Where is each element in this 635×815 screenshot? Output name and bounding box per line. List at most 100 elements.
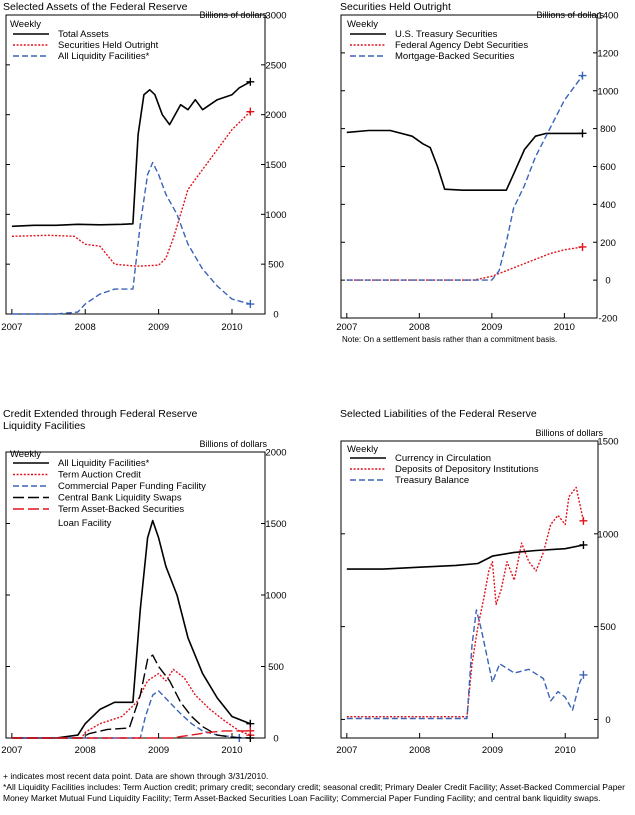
series-line: [11, 111, 251, 267]
y-tick-label: 0: [605, 276, 610, 287]
latest-point-marker: [578, 242, 587, 251]
series-line: [11, 161, 251, 315]
y-tick-label: 0: [273, 310, 278, 321]
y-tick-label: 1000: [597, 86, 618, 97]
y-tick-label: 200: [600, 238, 616, 249]
footnote-liquidity-facilities: *All Liquidity Facilities includes: Term…: [3, 782, 625, 803]
y-tick-label: 1500: [597, 437, 618, 448]
legend-label: Treasury Balance: [395, 475, 469, 486]
legend-label: Term Asset-Backed Securities: [58, 504, 184, 515]
latest-point-marker: [579, 540, 588, 549]
series-line: [346, 75, 584, 281]
footnote-latest-point: + indicates most recent data point. Data…: [3, 771, 269, 781]
latest-point-marker: [246, 77, 255, 86]
y-tick-label: 500: [600, 622, 616, 633]
series-line: [11, 668, 251, 739]
legend-label: Loan Facility: [58, 518, 112, 529]
chart-note: Note: On a settlement basis rather than …: [342, 335, 557, 344]
plot-frame: [340, 440, 599, 739]
legend-label: Term Auction Credit: [58, 470, 141, 481]
series-line: [11, 81, 251, 228]
legend-label: Deposits of Depository Institutions: [395, 464, 539, 475]
y-tick-label: 2000: [265, 448, 286, 459]
x-tick-label: 2008: [75, 745, 96, 756]
y-tick-label: -200: [598, 314, 617, 325]
latest-point-marker: [246, 300, 255, 309]
units-label: Billions of dollars: [199, 439, 267, 449]
series-line: [346, 246, 583, 281]
chart-title-line: Liquidity Facilities: [3, 420, 85, 432]
series-line: [346, 486, 585, 718]
x-tick-label: 2009: [481, 322, 502, 333]
legend-label: Federal Agency Debt Securities: [395, 40, 528, 51]
legend-label: All Liquidity Facilities*: [58, 51, 150, 62]
frequency-label: Weekly: [10, 449, 41, 460]
latest-point-marker: [246, 726, 255, 735]
frequency-label: Weekly: [10, 19, 41, 30]
y-tick-label: 2500: [265, 60, 286, 71]
legend-label: Currency in Circulation: [395, 453, 491, 464]
x-tick-label: 2010: [554, 322, 575, 333]
latest-point-marker: [578, 71, 587, 80]
legend-label: Securities Held Outright: [58, 40, 159, 51]
x-tick-label: 2010: [221, 322, 242, 333]
y-tick-label: 500: [268, 662, 284, 673]
chart-title: Securities Held Outright: [340, 1, 451, 13]
x-tick-label: 2007: [1, 322, 22, 333]
y-tick-label: 1000: [597, 529, 618, 540]
chart-title: Selected Assets of the Federal Reserve: [3, 1, 188, 13]
y-tick-label: 1500: [265, 160, 286, 171]
y-tick-label: 0: [605, 715, 610, 726]
latest-point-marker: [246, 734, 255, 742]
frequency-label: Weekly: [347, 19, 378, 30]
series-line: [11, 519, 251, 739]
chart-panel-1: Selected Assets of the Federal ReserveBi…: [1, 1, 286, 333]
latest-point-marker: [579, 670, 588, 679]
y-tick-label: 1500: [265, 519, 286, 530]
y-tick-label: 0: [273, 734, 278, 745]
x-tick-label: 2009: [482, 745, 503, 756]
series-line: [346, 129, 583, 191]
y-tick-label: 400: [600, 200, 616, 211]
series-line: [11, 730, 251, 739]
units-label: Billions of dollars: [535, 428, 603, 438]
x-tick-label: 2009: [148, 322, 169, 333]
latest-point-marker: [246, 107, 255, 116]
x-tick-label: 2007: [336, 322, 357, 333]
y-tick-label: 3000: [265, 11, 286, 22]
x-tick-label: 2010: [555, 745, 576, 756]
latest-point-marker: [579, 516, 588, 525]
legend-label: Total Assets: [58, 29, 109, 40]
latest-point-marker: [578, 129, 587, 138]
y-tick-label: 1400: [597, 11, 618, 22]
y-tick-label: 500: [268, 260, 284, 271]
chart-title-line: Credit Extended through Federal Reserve: [3, 408, 198, 420]
chart-panel-4: Selected Liabilities of the Federal Rese…: [336, 408, 618, 756]
legend-label: Central Bank Liquidity Swaps: [58, 493, 182, 504]
x-tick-label: 2007: [336, 745, 357, 756]
latest-point-marker: [246, 719, 255, 728]
y-tick-label: 1000: [265, 210, 286, 221]
legend-label: Commercial Paper Funding Facility: [58, 481, 206, 492]
y-tick-label: 1000: [265, 591, 286, 602]
frequency-label: Weekly: [347, 444, 378, 455]
x-tick-label: 2008: [75, 322, 96, 333]
series-line: [11, 690, 240, 739]
legend-label: U.S. Treasury Securities: [395, 29, 498, 40]
legend-label: All Liquidity Facilities*: [58, 458, 150, 469]
y-tick-label: 800: [600, 124, 616, 135]
y-tick-label: 600: [600, 162, 616, 173]
chart-title: Selected Liabilities of the Federal Rese…: [340, 408, 537, 420]
chart-panel-3: Credit Extended through Federal ReserveL…: [1, 408, 286, 756]
series-line: [11, 654, 251, 739]
x-tick-label: 2008: [409, 322, 430, 333]
y-tick-label: 2000: [265, 110, 286, 121]
series-line: [346, 609, 585, 720]
legend-label: Mortgage-Backed Securities: [395, 51, 515, 62]
x-tick-label: 2008: [409, 745, 430, 756]
x-tick-label: 2007: [1, 745, 22, 756]
x-tick-label: 2009: [148, 745, 169, 756]
x-tick-label: 2010: [221, 745, 242, 756]
